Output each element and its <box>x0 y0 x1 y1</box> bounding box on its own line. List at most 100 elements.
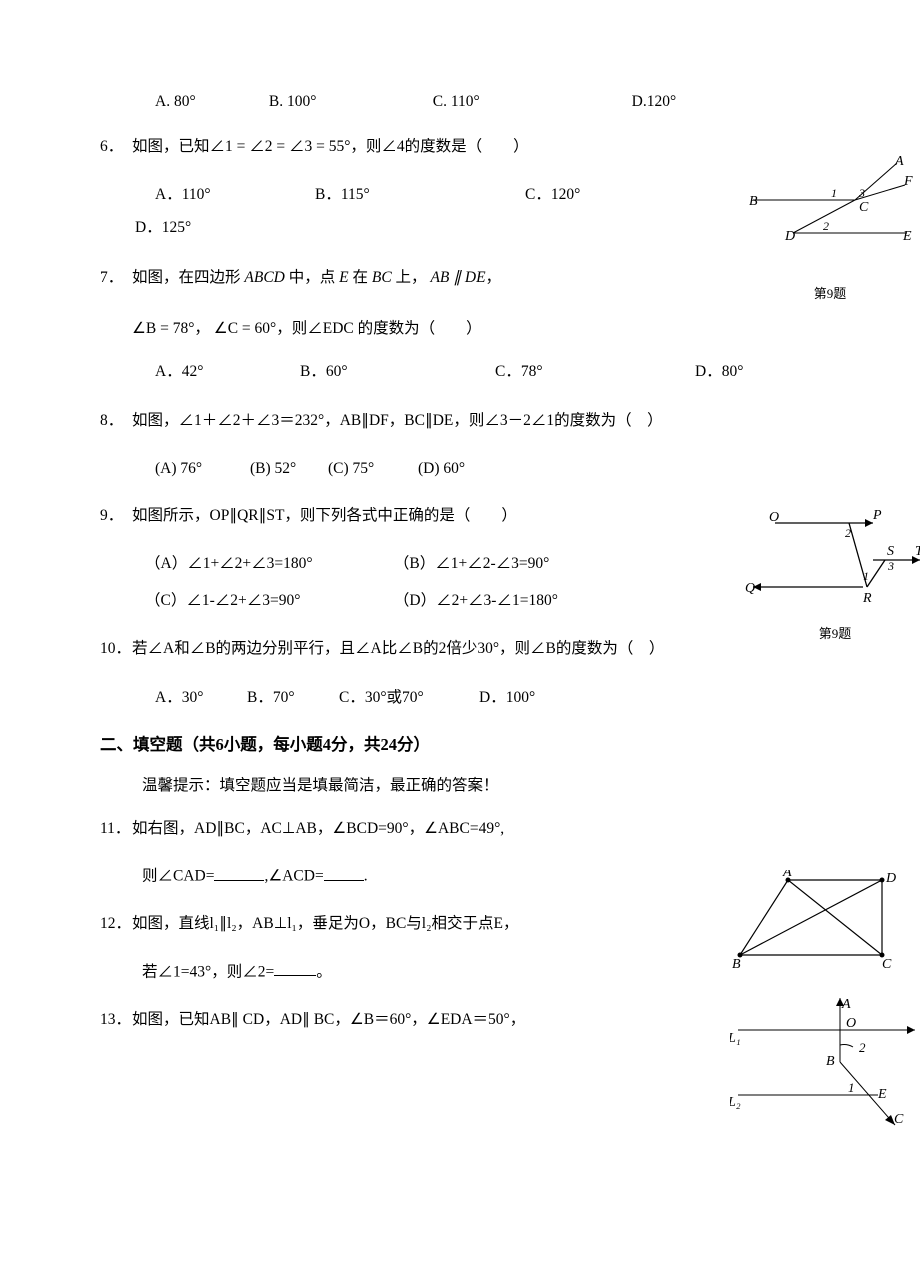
q8-opt-c: (C) 75° <box>328 457 418 480</box>
q6-opt-a: A．110° <box>155 183 315 206</box>
svg-text:S: S <box>887 544 894 559</box>
svg-text:D: D <box>784 229 795 244</box>
svg-text:E: E <box>877 1087 887 1102</box>
q10-opt-c: C．30°或70° <box>339 686 479 709</box>
q10: 10．若∠A和∠B的两边分别平行，且∠A比∠B的2倍少30°，则∠B的度数为（ … <box>100 630 820 667</box>
q11: 11．如右图，AD∥BC，AC⊥AB，∠BCD=90°，∠ABC=49°, <box>100 811 820 847</box>
q12-line2: 若∠1=43°，则∠2= 。 <box>142 960 820 984</box>
svg-text:A: A <box>782 870 792 880</box>
svg-text:Q: Q <box>745 581 755 596</box>
q13-text: 如图，已知AB∥ CD，AD∥ BC，∠B＝60°，∠EDA＝50°， <box>132 1011 525 1028</box>
q7-t6: BC <box>372 269 392 286</box>
section2-hint: 温馨提示：填空题应当是填最简洁，最正确的答案！ <box>142 774 820 797</box>
q9-opts-line1: （A）∠1+∠2+∠3=180° （B）∠1+∠2-∠3=90° <box>145 552 820 575</box>
q7-line2-text: ∠B = 78°， ∠C = 60°，则∠EDC 的度数为（ ） <box>132 320 482 337</box>
q11-line2: 则∠CAD= ,∠ACD=. <box>142 864 820 888</box>
blank-acd[interactable] <box>324 864 364 881</box>
q7-opt-c: C．78° <box>495 360 695 383</box>
svg-text:B: B <box>732 957 741 972</box>
figure-q11: A D B C <box>730 870 910 982</box>
svg-text:1: 1 <box>848 1080 855 1095</box>
svg-text:F: F <box>903 174 913 189</box>
q10-opt-d: D．100° <box>479 686 535 709</box>
svg-text:T: T <box>915 544 920 559</box>
svg-text:C: C <box>894 1112 904 1127</box>
q6-num: 6． <box>100 129 132 165</box>
q7-t8: AB ∥ DE <box>430 269 485 286</box>
svg-text:1: 1 <box>831 186 837 200</box>
q5-opt-a: A. 80° <box>155 90 265 113</box>
q12-l2b: 。 <box>316 963 332 980</box>
q6-options-line1: A．110° B．115° C．120° <box>155 183 820 206</box>
svg-text:L₂: L₂ <box>730 1095 741 1110</box>
svg-text:B: B <box>749 194 758 209</box>
svg-text:B: B <box>826 1054 835 1069</box>
q7-opt-b: B．60° <box>300 360 495 383</box>
figure-q9-label: 第9题 <box>745 624 920 644</box>
q9-opt-b: （B）∠1+∠2-∠3=90° <box>394 555 549 572</box>
svg-text:2: 2 <box>823 219 829 233</box>
svg-text:P: P <box>872 508 882 523</box>
q12-text: 如图，直线l₁∥l₂，AB⊥l₁，垂足为O，BC与l₂相交于点E， <box>132 915 518 932</box>
q10-num: 10． <box>100 630 132 667</box>
q10-text: 若∠A和∠B的两边分别平行，且∠A比∠B的2倍少30°，则∠B的度数为（ ） <box>132 640 664 657</box>
q9-opt-a: （A）∠1+∠2+∠3=180° <box>145 552 390 575</box>
q9-opt-d: （D）∠2+∠3-∠1=180° <box>394 592 558 609</box>
q5-opt-d: D.120° <box>632 90 677 113</box>
q11-l2b: ,∠ACD= <box>264 868 323 885</box>
svg-text:E: E <box>902 229 912 244</box>
q13: 13．如图，已知AB∥ CD，AD∥ BC，∠B＝60°，∠EDA＝50°， <box>100 1002 820 1038</box>
svg-text:C: C <box>859 200 869 215</box>
figure-q9: O P Q R S T 2 1 3 第9题 <box>745 505 920 644</box>
q7-line2: ∠B = 78°， ∠C = 60°，则∠EDC 的度数为（ ） <box>132 317 820 340</box>
q8-opt-d: (D) 60° <box>418 457 465 480</box>
q5-options: A. 80° B. 100° C. 110° D.120° <box>155 90 820 113</box>
q10-opt-b: B．70° <box>247 686 339 709</box>
q8-opt-b: (B) 52° <box>250 457 328 480</box>
svg-text:D: D <box>885 871 896 886</box>
q8-opt-a: (A) 76° <box>155 457 250 480</box>
q6-opt-b: B．115° <box>315 183 525 206</box>
q7: 7．如图，在四边形 ABCD 中，点 E 在 BC 上， AB ∥ DE， <box>100 257 820 299</box>
q12-num: 12． <box>100 906 132 942</box>
q6-opt-d: D．125° <box>135 216 820 239</box>
q7-options: A．42° B．60° C．78° D．80° <box>155 360 820 383</box>
q7-t7: 上， <box>392 269 431 286</box>
svg-text:A: A <box>894 155 904 169</box>
q5-opt-c: C. 110° <box>433 90 628 113</box>
q7-t2: ABCD <box>244 269 284 286</box>
q7-t1: 如图，在四边形 <box>132 269 244 286</box>
q8-text: 如图，∠1＋∠2＋∠3＝232°，AB∥DF，BC∥DE，则∠3－2∠1的度数为… <box>132 412 663 429</box>
q7-t9: ， <box>486 269 502 286</box>
q11-l2a: 则∠CAD= <box>142 868 214 885</box>
svg-text:3: 3 <box>858 186 865 200</box>
svg-text:3: 3 <box>887 559 894 573</box>
svg-text:R: R <box>862 591 872 606</box>
figure-q6-label: 第9题 <box>745 284 915 304</box>
q12: 12．如图，直线l₁∥l₂，AB⊥l₁，垂足为O，BC与l₂相交于点E， <box>100 906 820 942</box>
q11-l2c: . <box>364 868 368 885</box>
q10-opt-a: A．30° <box>155 686 247 709</box>
svg-text:C: C <box>882 957 892 972</box>
svg-text:L₁: L₁ <box>730 1031 741 1046</box>
q11-num: 11． <box>100 811 132 847</box>
q12-l2a: 若∠1=43°，则∠2= <box>142 963 274 980</box>
q6-opt-c: C．120° <box>525 183 580 206</box>
q11-text: 如右图，AD∥BC，AC⊥AB，∠BCD=90°，∠ABC=49°, <box>132 820 504 837</box>
q7-num: 7． <box>100 257 132 299</box>
figure-q12: A O B E L₁ L₂ C 2 1 <box>730 990 920 1137</box>
q9: 9．如图所示，OP∥QR∥ST，则下列各式中正确的是（ ） <box>100 498 820 534</box>
svg-text:2: 2 <box>845 526 851 540</box>
q7-opt-d: D．80° <box>695 360 743 383</box>
figure-q6: A F B C D E 1 3 2 第9题 <box>745 155 915 304</box>
q8-options: (A) 76° (B) 52° (C) 75° (D) 60° <box>155 457 820 480</box>
q9-text: 如图所示，OP∥QR∥ST，则下列各式中正确的是（ ） <box>132 507 517 524</box>
q9-opts-line2: （C）∠1-∠2+∠3=90° （D）∠2+∠3-∠1=180° <box>145 589 820 612</box>
svg-text:O: O <box>846 1016 856 1031</box>
q9-num: 9． <box>100 498 132 534</box>
blank-angle2[interactable] <box>274 960 316 977</box>
svg-text:A: A <box>841 997 851 1012</box>
q7-t3: 中，点 <box>285 269 339 286</box>
blank-cad[interactable] <box>214 864 264 881</box>
q6: 6．如图，已知∠1 = ∠2 = ∠3 = 55°，则∠4的度数是（ ） <box>100 129 820 165</box>
